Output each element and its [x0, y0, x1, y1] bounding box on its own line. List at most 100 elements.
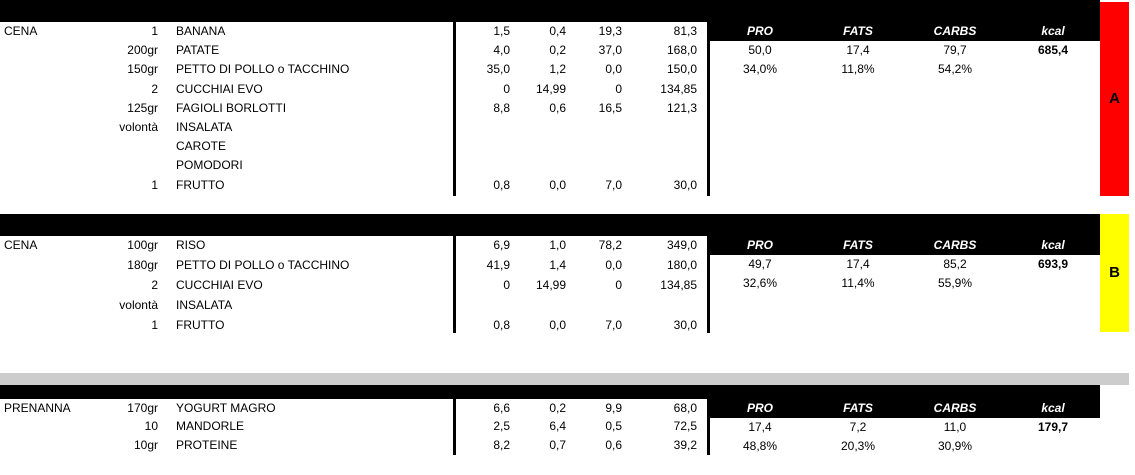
carb-cell: 7,0 — [605, 318, 622, 332]
quantity-cell: 100gr — [127, 238, 158, 252]
carb-cell: 0 — [615, 278, 622, 292]
kcal-cell: 30,0 — [673, 318, 697, 332]
food-name-cell: PATATE — [176, 43, 220, 58]
summary-header-kcal: kcal — [1041, 24, 1065, 38]
summary-percent: 48,8% — [742, 439, 778, 453]
summary-header-pro: PRO — [746, 24, 773, 38]
kcal-cell: 349,0 — [666, 238, 697, 252]
summary-header-kcal: kcal — [1041, 238, 1065, 252]
section-c-food-divider — [453, 399, 456, 455]
summary-percent: 34,0% — [742, 62, 778, 76]
summary-percent: 11,8% — [841, 62, 875, 76]
summary-header-fats: FATS — [843, 24, 873, 38]
carb-cell: 19,3 — [598, 24, 622, 38]
summary-header-carbs: CARBS — [933, 401, 977, 415]
summary-percent: 54,2% — [937, 62, 973, 76]
food-name-cell: CUCCHIAI EVO — [176, 278, 263, 292]
summary-total: 85,2 — [943, 257, 967, 271]
kcal-cell: 168,0 — [666, 43, 697, 58]
section-c-header-bar — [0, 385, 1100, 399]
table-row: CAROTE — [0, 137, 707, 155]
table-row: 10 MANDORLE 2,5 6,4 0,5 72,5 — [0, 417, 707, 435]
protein-cell: 2,5 — [493, 419, 510, 434]
table-row: 2 CUCCHIAI EVO 0 14,99 0 134,85 — [0, 80, 707, 98]
carb-cell: 0,6 — [605, 437, 622, 452]
section-a-food-divider — [453, 22, 456, 196]
summary-header-carbs: CARBS — [933, 238, 977, 252]
kcal-cell: 68,0 — [673, 401, 697, 415]
carb-cell: 0,5 — [605, 419, 622, 434]
table-row: 1 FRUTTO 0,8 0,0 7,0 30,0 — [0, 316, 707, 334]
fat-cell: 0,0 — [549, 318, 566, 332]
food-name-cell: PETTO DI POLLO o TACCHINO — [176, 258, 350, 272]
summary-total: 11,0 — [943, 420, 967, 434]
kcal-cell: 30,0 — [673, 177, 697, 192]
section-a-values-divider — [707, 22, 710, 196]
protein-cell: 1,5 — [493, 24, 510, 38]
food-name-cell: PROTEINE — [176, 437, 238, 452]
badge-b-label: B — [1109, 264, 1120, 281]
table-row: 2 CUCCHIAI EVO 0 14,99 0 134,85 — [0, 276, 707, 294]
quantity-cell: 180gr — [127, 258, 158, 272]
table-row: volontà INSALATA — [0, 118, 707, 136]
carb-cell: 0,0 — [605, 62, 622, 77]
protein-cell: 0 — [503, 278, 510, 292]
summary-header-fats: FATS — [843, 401, 873, 415]
food-name-cell: BANANA — [176, 24, 226, 38]
quantity-cell: volontà — [119, 120, 158, 134]
summary-total: 50,0 — [748, 43, 772, 57]
meal-label: CENA — [4, 24, 38, 38]
section-separator-grey — [0, 373, 1129, 385]
quantity-cell: 1 — [151, 318, 158, 332]
summary-percent: 11,4% — [841, 276, 875, 290]
table-row: 1 FRUTTO 0,8 0,0 7,0 30,0 — [0, 176, 707, 194]
kcal-cell: 81,3 — [673, 24, 697, 38]
quantity-cell: 150gr — [127, 62, 158, 77]
food-name-cell: POMODORI — [176, 158, 243, 173]
table-row: volontà INSALATA — [0, 296, 707, 314]
fat-cell: 1,0 — [549, 238, 566, 252]
fat-cell: 1,2 — [549, 62, 566, 77]
fat-cell: 0,4 — [549, 24, 566, 38]
summary-total: 17,4 — [748, 420, 772, 434]
carb-cell: 78,2 — [598, 238, 622, 252]
quantity-cell: 10gr — [133, 437, 158, 452]
summary-total: 179,7 — [1037, 420, 1069, 434]
summary-total: 17,4 — [846, 43, 870, 57]
fat-cell: 6,4 — [549, 419, 566, 434]
kcal-cell: 134,85 — [660, 81, 697, 96]
protein-cell: 41,9 — [486, 258, 510, 272]
summary-header-pro: PRO — [746, 401, 773, 415]
table-row: 180gr PETTO DI POLLO o TACCHINO 41,9 1,4 0,0… — [0, 256, 707, 274]
food-name-cell: INSALATA — [176, 298, 233, 312]
section-b-summary-header-bg — [707, 236, 1100, 254]
kcal-cell: 180,0 — [666, 258, 697, 272]
quantity-cell: 170gr — [127, 401, 158, 415]
section-c-summary-header-bg — [707, 399, 1100, 417]
summary-percent: 20,3% — [840, 439, 876, 453]
food-name-cell: MANDORLE — [176, 419, 245, 434]
kcal-cell: 150,0 — [666, 62, 697, 77]
summary-header-fats: FATS — [843, 238, 873, 252]
fat-cell: 1,4 — [549, 258, 566, 272]
protein-cell: 8,8 — [493, 100, 510, 115]
summary-total: 17,4 — [846, 257, 870, 271]
badge-a-label: A — [1109, 90, 1120, 107]
section-c-summary-underline — [710, 417, 1100, 418]
kcal-cell: 121,3 — [666, 100, 697, 115]
fat-cell: 0,0 — [549, 177, 566, 192]
section-a-header-bar — [0, 0, 1100, 22]
quantity-cell: 200gr — [127, 43, 158, 58]
food-name-cell: INSALATA — [176, 120, 233, 134]
section-c-values-divider — [707, 399, 710, 455]
summary-total: 693,9 — [1037, 257, 1069, 271]
kcal-cell: 39,2 — [673, 437, 697, 452]
summary-total: 685,4 — [1037, 43, 1069, 57]
kcal-cell: 72,5 — [673, 419, 697, 434]
section-b-header-bar — [0, 214, 1100, 236]
quantity-cell: 1 — [151, 177, 158, 192]
carb-cell: 37,0 — [598, 43, 622, 58]
summary-header-kcal: kcal — [1041, 401, 1065, 415]
fat-cell: 0,2 — [549, 43, 566, 58]
food-name-cell: CAROTE — [176, 139, 227, 154]
